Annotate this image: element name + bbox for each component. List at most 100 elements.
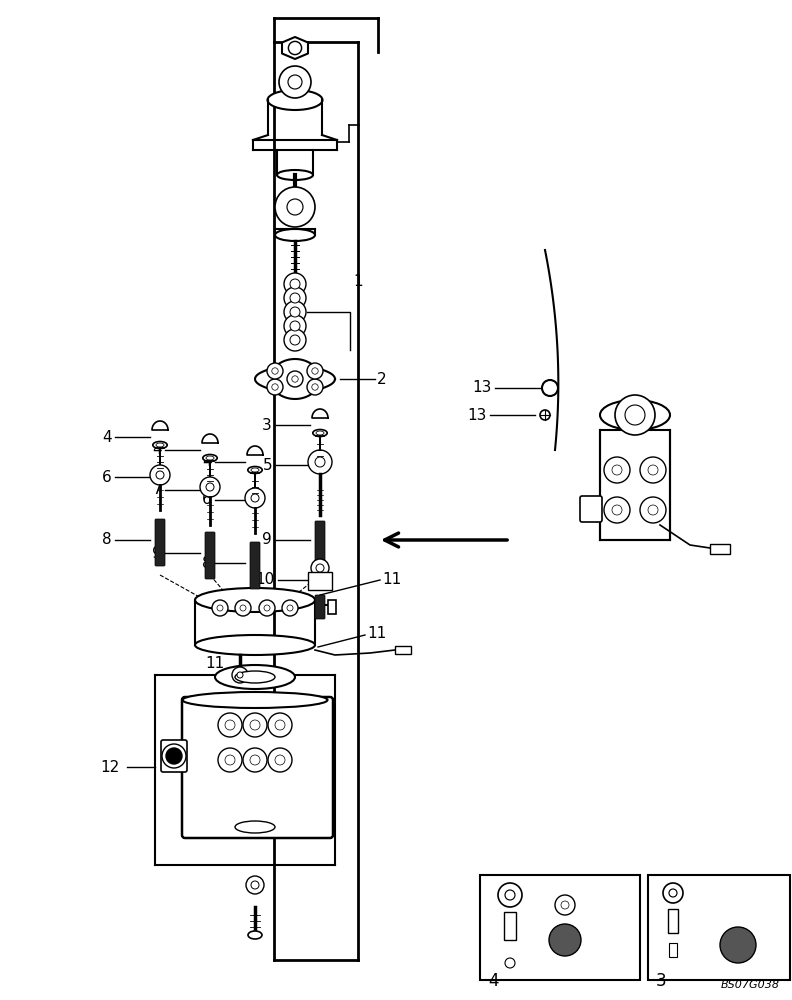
Text: 13: 13 xyxy=(467,408,487,422)
Text: 3: 3 xyxy=(656,972,667,990)
Text: a: a xyxy=(686,882,694,894)
Text: 13: 13 xyxy=(473,380,492,395)
Circle shape xyxy=(615,395,655,435)
Circle shape xyxy=(287,371,303,387)
FancyBboxPatch shape xyxy=(315,521,325,561)
Circle shape xyxy=(290,307,300,317)
Ellipse shape xyxy=(195,588,315,612)
Ellipse shape xyxy=(248,466,262,474)
Text: 11: 11 xyxy=(382,572,402,587)
Ellipse shape xyxy=(313,430,327,436)
Bar xyxy=(668,909,678,933)
Ellipse shape xyxy=(235,821,275,833)
Text: d: d xyxy=(759,934,767,946)
Circle shape xyxy=(232,667,248,683)
Circle shape xyxy=(150,465,170,485)
Bar xyxy=(308,572,332,590)
Text: b: b xyxy=(648,914,656,928)
Circle shape xyxy=(290,293,300,303)
Circle shape xyxy=(267,379,283,395)
Text: 4: 4 xyxy=(488,972,498,990)
FancyBboxPatch shape xyxy=(315,595,325,619)
Text: c: c xyxy=(578,894,585,906)
Text: e: e xyxy=(648,942,656,956)
Circle shape xyxy=(259,600,275,616)
Circle shape xyxy=(288,75,302,89)
Ellipse shape xyxy=(275,229,315,241)
Ellipse shape xyxy=(235,671,275,683)
FancyBboxPatch shape xyxy=(155,519,165,566)
Circle shape xyxy=(284,301,306,323)
Text: a: a xyxy=(525,884,533,896)
Text: 12: 12 xyxy=(101,760,120,774)
Circle shape xyxy=(640,457,666,483)
FancyBboxPatch shape xyxy=(580,496,602,522)
Text: 10: 10 xyxy=(256,572,275,587)
Circle shape xyxy=(243,748,267,772)
Circle shape xyxy=(287,199,303,215)
Circle shape xyxy=(246,876,264,894)
Text: 7: 7 xyxy=(152,483,162,497)
Circle shape xyxy=(206,483,214,491)
Text: d: d xyxy=(583,928,591,942)
Circle shape xyxy=(669,889,677,897)
Circle shape xyxy=(268,713,292,737)
Ellipse shape xyxy=(277,170,313,180)
Circle shape xyxy=(275,187,315,227)
Polygon shape xyxy=(247,446,263,455)
Circle shape xyxy=(549,924,581,956)
Circle shape xyxy=(604,457,630,483)
Circle shape xyxy=(284,273,306,295)
Text: 5: 5 xyxy=(262,458,272,473)
Text: 11: 11 xyxy=(367,626,386,641)
Polygon shape xyxy=(255,359,335,399)
Circle shape xyxy=(290,321,300,331)
Circle shape xyxy=(268,748,292,772)
FancyBboxPatch shape xyxy=(182,697,333,838)
Circle shape xyxy=(308,450,332,474)
FancyBboxPatch shape xyxy=(250,542,260,589)
Bar xyxy=(648,875,790,980)
Circle shape xyxy=(200,477,220,497)
Circle shape xyxy=(284,329,306,351)
Text: 6: 6 xyxy=(202,492,212,508)
Circle shape xyxy=(316,564,324,572)
Text: 1: 1 xyxy=(353,274,363,290)
Circle shape xyxy=(284,287,306,309)
Text: 4: 4 xyxy=(152,442,162,458)
Polygon shape xyxy=(202,434,218,443)
Text: 2: 2 xyxy=(377,371,386,386)
Polygon shape xyxy=(312,409,328,418)
Circle shape xyxy=(245,488,265,508)
Text: e: e xyxy=(484,952,492,964)
Circle shape xyxy=(243,713,267,737)
Ellipse shape xyxy=(153,442,167,448)
Circle shape xyxy=(237,672,243,678)
Text: 11: 11 xyxy=(206,656,225,670)
Text: 4: 4 xyxy=(203,454,212,470)
Circle shape xyxy=(218,748,242,772)
Ellipse shape xyxy=(268,90,322,110)
Circle shape xyxy=(311,559,329,577)
Text: 8: 8 xyxy=(102,532,112,548)
Ellipse shape xyxy=(600,400,670,430)
Circle shape xyxy=(307,363,323,379)
Circle shape xyxy=(235,600,251,616)
Text: 3: 3 xyxy=(262,418,272,432)
FancyBboxPatch shape xyxy=(205,532,215,579)
Circle shape xyxy=(307,379,323,395)
Circle shape xyxy=(663,883,683,903)
Circle shape xyxy=(218,713,242,737)
Circle shape xyxy=(604,497,630,523)
Ellipse shape xyxy=(195,635,315,655)
Text: b: b xyxy=(484,920,492,934)
Ellipse shape xyxy=(215,665,295,689)
Circle shape xyxy=(251,881,259,889)
FancyBboxPatch shape xyxy=(161,740,187,772)
Text: 6: 6 xyxy=(102,470,112,485)
Bar xyxy=(480,875,640,980)
Circle shape xyxy=(267,363,283,379)
Bar xyxy=(395,646,411,654)
Circle shape xyxy=(640,497,666,523)
Circle shape xyxy=(720,927,756,963)
